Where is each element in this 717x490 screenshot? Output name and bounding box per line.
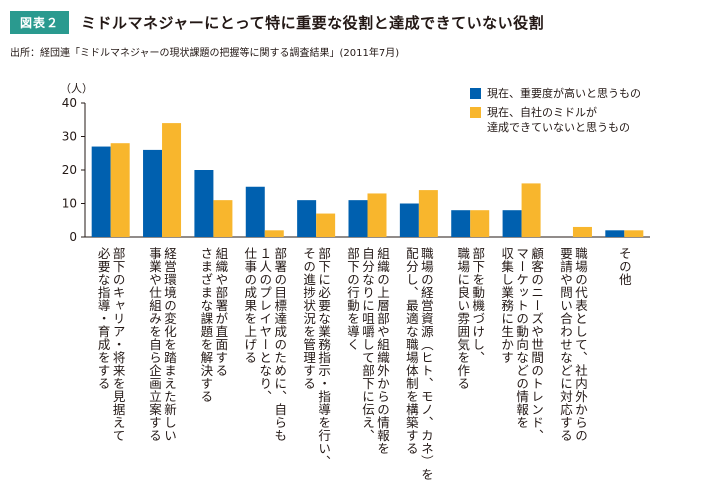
legend-item-series-2: 現在、自社のミドルが 達成できていないと思うもの (470, 105, 641, 135)
bar-series-1-cat-8 (451, 210, 471, 237)
bar-series-1-cat-2 (143, 149, 163, 237)
bar-series-1-cat-7 (399, 203, 419, 237)
bar-series-1-cat-11 (605, 230, 625, 237)
bar-series-2-cat-5 (316, 213, 336, 237)
category-label-line: 職場の代表として、社内外からの (573, 247, 588, 442)
chart-header: 図表２ ミドルマネジャーにとって特に重要な役割と達成できていない役割 (10, 8, 544, 36)
bar-series-2-cat-8 (470, 210, 490, 237)
bar-series-1-cat-3 (194, 170, 214, 237)
category-label-line: １人のプレイヤーとなり、 (257, 247, 272, 403)
bar-series-1-cat-4 (245, 186, 265, 237)
y-tick-label-2: 20 (62, 163, 77, 177)
y-axis-label: （人） (60, 82, 93, 95)
category-label-line: 部下に必要な業務指示・指導を行い、 (316, 246, 331, 468)
y-tick-label-4: 40 (62, 96, 77, 110)
category-label-8: 部下を動機づけし、職場に良い雰囲気を作る (455, 246, 485, 390)
legend-swatch-series-1 (470, 88, 481, 99)
y-tick-label-3: 30 (62, 130, 77, 144)
legend-swatch-series-2 (470, 107, 481, 118)
bar-series-2-cat-7 (418, 190, 438, 237)
bar-series-1-cat-6 (348, 200, 368, 237)
bar-series-2-cat-10 (572, 226, 592, 237)
legend: 現在、重要度が高いと思うもの 現在、自社のミドルが 達成できていないと思うもの (470, 86, 641, 139)
y-tick-label-0: 0 (69, 230, 77, 244)
bar-series-2-cat-2 (162, 123, 182, 237)
category-label-line: 部下を動機づけし、 (470, 246, 485, 364)
category-label-line: 部署の目標達成のために、自らも (272, 246, 287, 442)
chart-title: ミドルマネジャーにとって特に重要な役割と達成できていない役割 (81, 13, 545, 32)
bar-series-1-cat-9 (502, 210, 522, 237)
category-label-line: 要請や問い合わせなどに対応する (558, 247, 573, 442)
category-label-line: 経営環境の変化を踏まえた新しい (162, 247, 177, 442)
category-label-line: 事業や仕組みを自ら企画立案する (147, 247, 162, 442)
legend-item-series-1: 現在、重要度が高いと思うもの (470, 86, 641, 101)
category-label-line: その進捗状況を管理する (301, 247, 316, 390)
bar-series-2-cat-4 (264, 230, 284, 237)
bar-series-1-cat-1 (91, 146, 111, 237)
source-note: 出所：経団連「ミドルマネジャーの現状課題の把握等に関する調査結果」(2011年7… (10, 48, 400, 59)
category-label-line: 配分し、最適な職場体制を構築する (404, 247, 419, 455)
category-label-line: 仕事の成果を上げる (242, 247, 257, 364)
legend-label-series-2: 現在、自社のミドルが 達成できていないと思うもの (487, 106, 630, 134)
bar-series-1-cat-5 (297, 200, 317, 237)
category-label-line: 職場の経営資源（ヒト、モノ、カネ）を (419, 247, 434, 481)
category-label-line: 部下の行動を導く (345, 246, 360, 351)
figure-badge: 図表２ (10, 10, 70, 34)
legend-label-series-1: 現在、重要度が高いと思うもの (487, 87, 641, 100)
category-label-line: 顧客のニーズや世間のトレンド、 (529, 246, 544, 442)
category-label-line: 必要な指導・育成をする (96, 247, 111, 390)
bar-series-2-cat-1 (110, 143, 130, 237)
bar-series-2-cat-3 (213, 200, 233, 237)
bar-series-2-cat-9 (521, 183, 541, 237)
category-label-line: マーケットの動向などの情報を (514, 247, 529, 429)
category-label-line: 職場に良い雰囲気を作る (455, 247, 470, 390)
category-label-line: さまざまな課題を解決する (198, 247, 213, 403)
bar-series-2-cat-6 (367, 193, 387, 237)
category-label-line: 組織の上層部や組織外からの情報を (375, 247, 390, 455)
category-label-5: 部下に必要な業務指示・指導を行い、その進捗状況を管理する (301, 246, 331, 468)
y-tick-label-1: 10 (62, 197, 77, 211)
bar-series-2-cat-11 (624, 230, 644, 237)
category-label-line: 組織や部署が直面する (213, 247, 228, 377)
category-label-line: 部下のキャリア・将来を見据えて (111, 246, 126, 442)
category-label-11: その他 (617, 247, 632, 286)
category-label-line: 自分なりに咀嚼して部下に伝え、 (360, 247, 375, 442)
category-label-line: その他 (617, 247, 632, 286)
category-label-line: 収集し業務に生かす (499, 247, 514, 364)
